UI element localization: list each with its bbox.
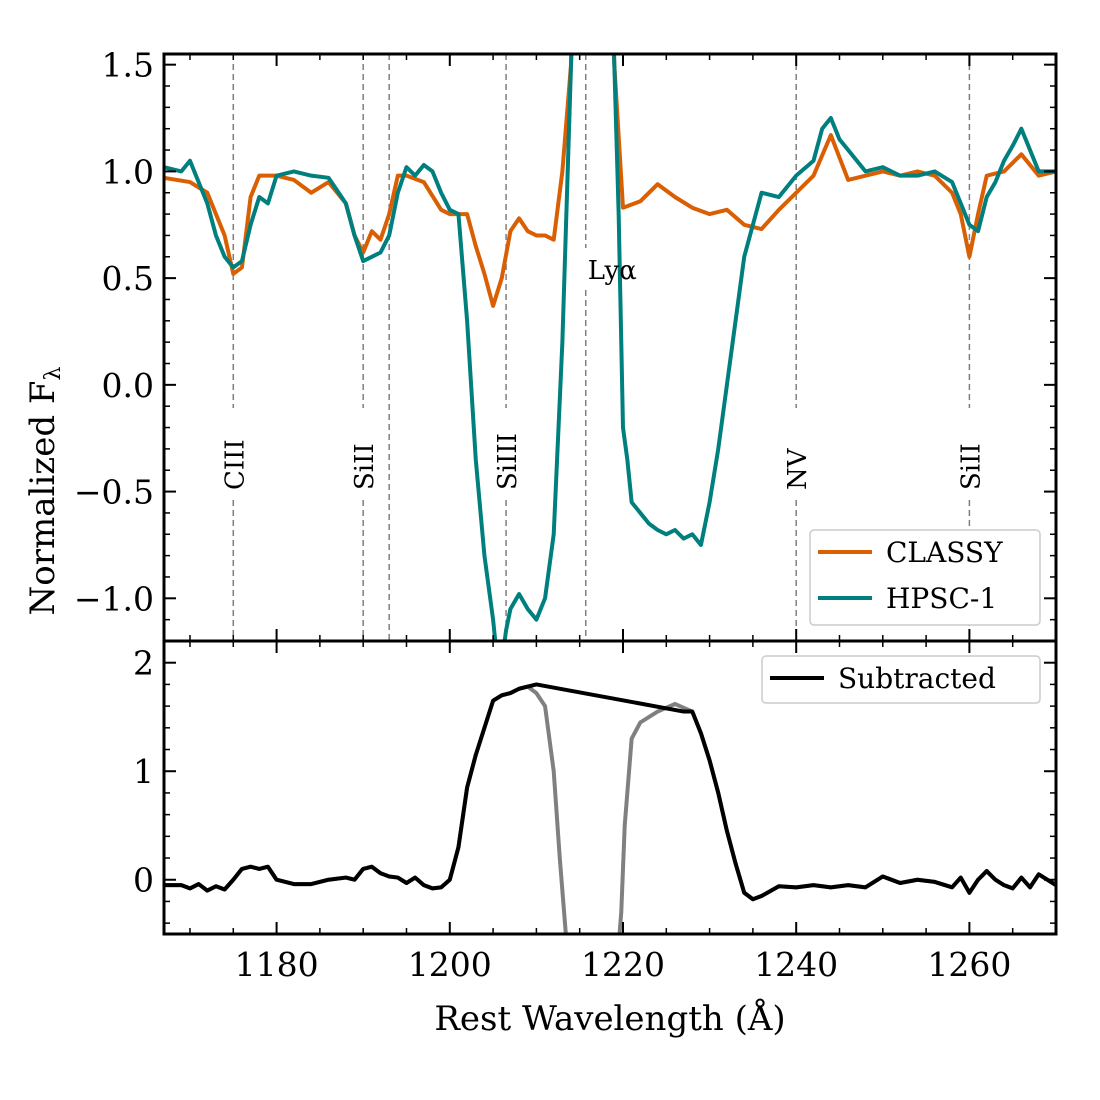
series-line-hpsc-1 <box>164 54 1056 641</box>
line-marker-label: Lyα <box>588 256 637 286</box>
bottom-x-tick-label: 1260 <box>927 945 1011 984</box>
line-marker-label: NV <box>783 447 813 490</box>
line-marker-label: SiII <box>350 443 380 490</box>
line-marker-labels: CIII SiII SiIII Lyα NV SiII <box>220 256 986 490</box>
line-marker-label: CIII <box>220 439 250 490</box>
top-y-tick-label: −0.5 <box>74 473 154 512</box>
series-line-subtracted <box>164 682 1056 902</box>
bottom-axes-frame <box>162 639 1058 936</box>
line-marker-label: SiIII <box>493 433 523 490</box>
bottom-x-tick-label: 1220 <box>581 945 665 984</box>
top-series-group <box>164 54 1056 641</box>
bottom-series-group <box>164 682 1056 934</box>
top-ticks: −1.0 −0.5 0.0 0.5 1.0 1.5 <box>74 46 1057 642</box>
top-y-tick-label: 0.0 <box>102 366 154 405</box>
top-panel: CIII SiII SiIII Lyα NV SiII −1.0 −0.5 0.0 0.5 1.0… <box>74 46 1058 643</box>
y-axis-label: Normalized Fλ <box>23 367 66 616</box>
bottom-x-tick-label: 1240 <box>754 945 838 984</box>
bottom-y-tick-label: 1 <box>133 752 154 791</box>
top-y-tick-label: −1.0 <box>74 579 154 618</box>
top-legend: CLASSY HPSC-1 <box>809 529 1041 626</box>
legend-frame <box>761 655 1041 704</box>
top-y-tick-label: 1.5 <box>102 46 154 85</box>
line-marker-label: SiII <box>956 443 986 490</box>
line-markers <box>232 54 971 641</box>
legend-label: HPSC-1 <box>886 582 997 615</box>
bottom-panel: 1180 1200 1220 1240 1260 0 1 2 Subtracted <box>133 639 1058 984</box>
legend-label: Subtracted <box>838 662 996 695</box>
bottom-x-tick-label: 1200 <box>408 945 492 984</box>
bottom-y-tick-label: 0 <box>133 861 154 900</box>
bottom-x-tick-label: 1180 <box>235 945 319 984</box>
series-line-unmasked <box>164 684 1056 934</box>
x-axis-label: Rest Wavelength (Å) <box>434 998 785 1039</box>
top-y-tick-label: 1.0 <box>102 152 154 191</box>
bottom-y-tick-label: 2 <box>133 644 154 683</box>
bottom-legend: Subtracted <box>761 655 1041 704</box>
top-y-tick-label: 0.5 <box>102 259 154 298</box>
legend-label: CLASSY <box>886 536 1003 569</box>
